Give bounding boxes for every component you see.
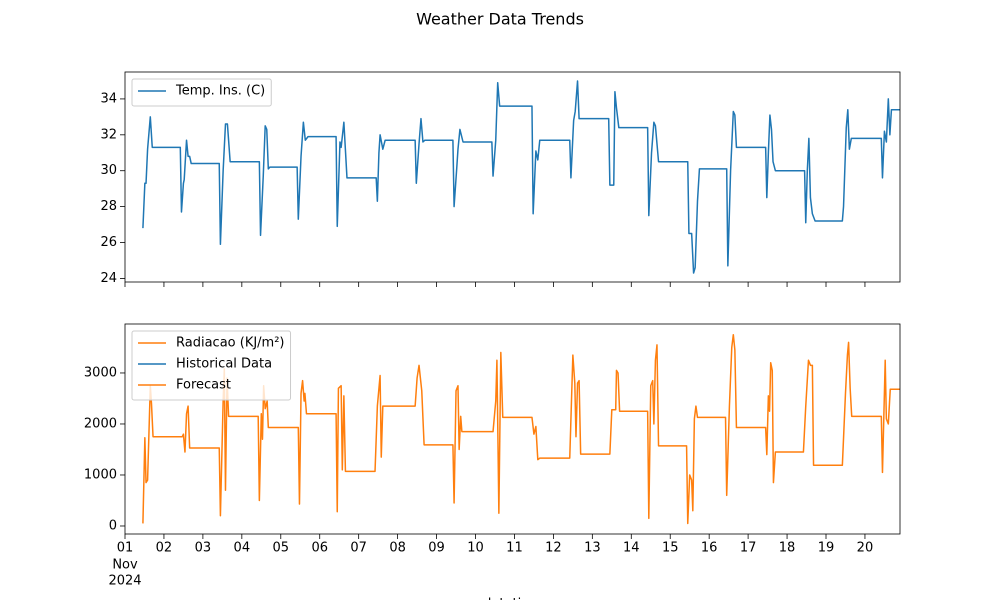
legend-box [131, 330, 292, 401]
x-tick-label: 04 [234, 541, 251, 556]
figure-title: Weather Data Trends [416, 10, 584, 29]
y-tick-label: 24 [100, 271, 117, 286]
x-tick-label: 14 [623, 541, 640, 556]
x-tick-label: 05 [273, 541, 290, 556]
legend-label: Forecast [176, 378, 231, 393]
series-line [142, 333, 900, 525]
x-tick-label: 08 [389, 541, 406, 556]
x-tick-label: 09 [428, 541, 445, 556]
x-tick-label: 15 [662, 541, 679, 556]
x-tick-label: 13 [584, 541, 601, 556]
series-line [142, 80, 900, 274]
legend: Radiacao (KJ/m²) Historical Data Forecast [131, 330, 292, 401]
x-tick-label: 18 [779, 541, 796, 556]
y-tick-label: 34 [100, 91, 117, 106]
x-tick-label: 11 [506, 541, 523, 556]
legend-box [131, 78, 272, 107]
y-tick-label: 2000 [84, 416, 117, 431]
y-tick-label: 3000 [84, 365, 117, 380]
y-tick-label: 1000 [84, 467, 117, 482]
x-tick-label: 17 [740, 541, 757, 556]
x-tick-label: 07 [350, 541, 367, 556]
x-tick-label: 20 [857, 541, 874, 556]
y-tick-label: 28 [100, 199, 117, 214]
x-tick-label: 03 [195, 541, 212, 556]
axes-frame [124, 71, 901, 283]
x-tick-label: 06 [311, 541, 328, 556]
x-tick-label: 12 [545, 541, 562, 556]
x-tick-label: 19 [818, 541, 835, 556]
x-tick-sublabel: Nov [112, 558, 138, 573]
x-tick-label: 02 [156, 541, 173, 556]
axes-frame [124, 323, 901, 535]
y-tick-label: 0 [109, 518, 117, 533]
y-tick-label: 26 [100, 235, 117, 250]
y-tick-label: 30 [100, 163, 117, 178]
x-axis-label: datetime [483, 597, 542, 600]
legend-label: Temp. Ins. (C) [175, 84, 265, 99]
x-tick-sublabel: 2024 [108, 574, 141, 589]
legend-label: Radiacao (KJ/m²) [176, 336, 285, 351]
x-tick-label: 01 [117, 541, 134, 556]
x-tick-label: 10 [467, 541, 484, 556]
legend-label: Historical Data [176, 357, 272, 372]
x-tick-label: 16 [701, 541, 718, 556]
legend: Temp. Ins. (C) [131, 78, 272, 107]
y-tick-label: 32 [100, 127, 117, 142]
